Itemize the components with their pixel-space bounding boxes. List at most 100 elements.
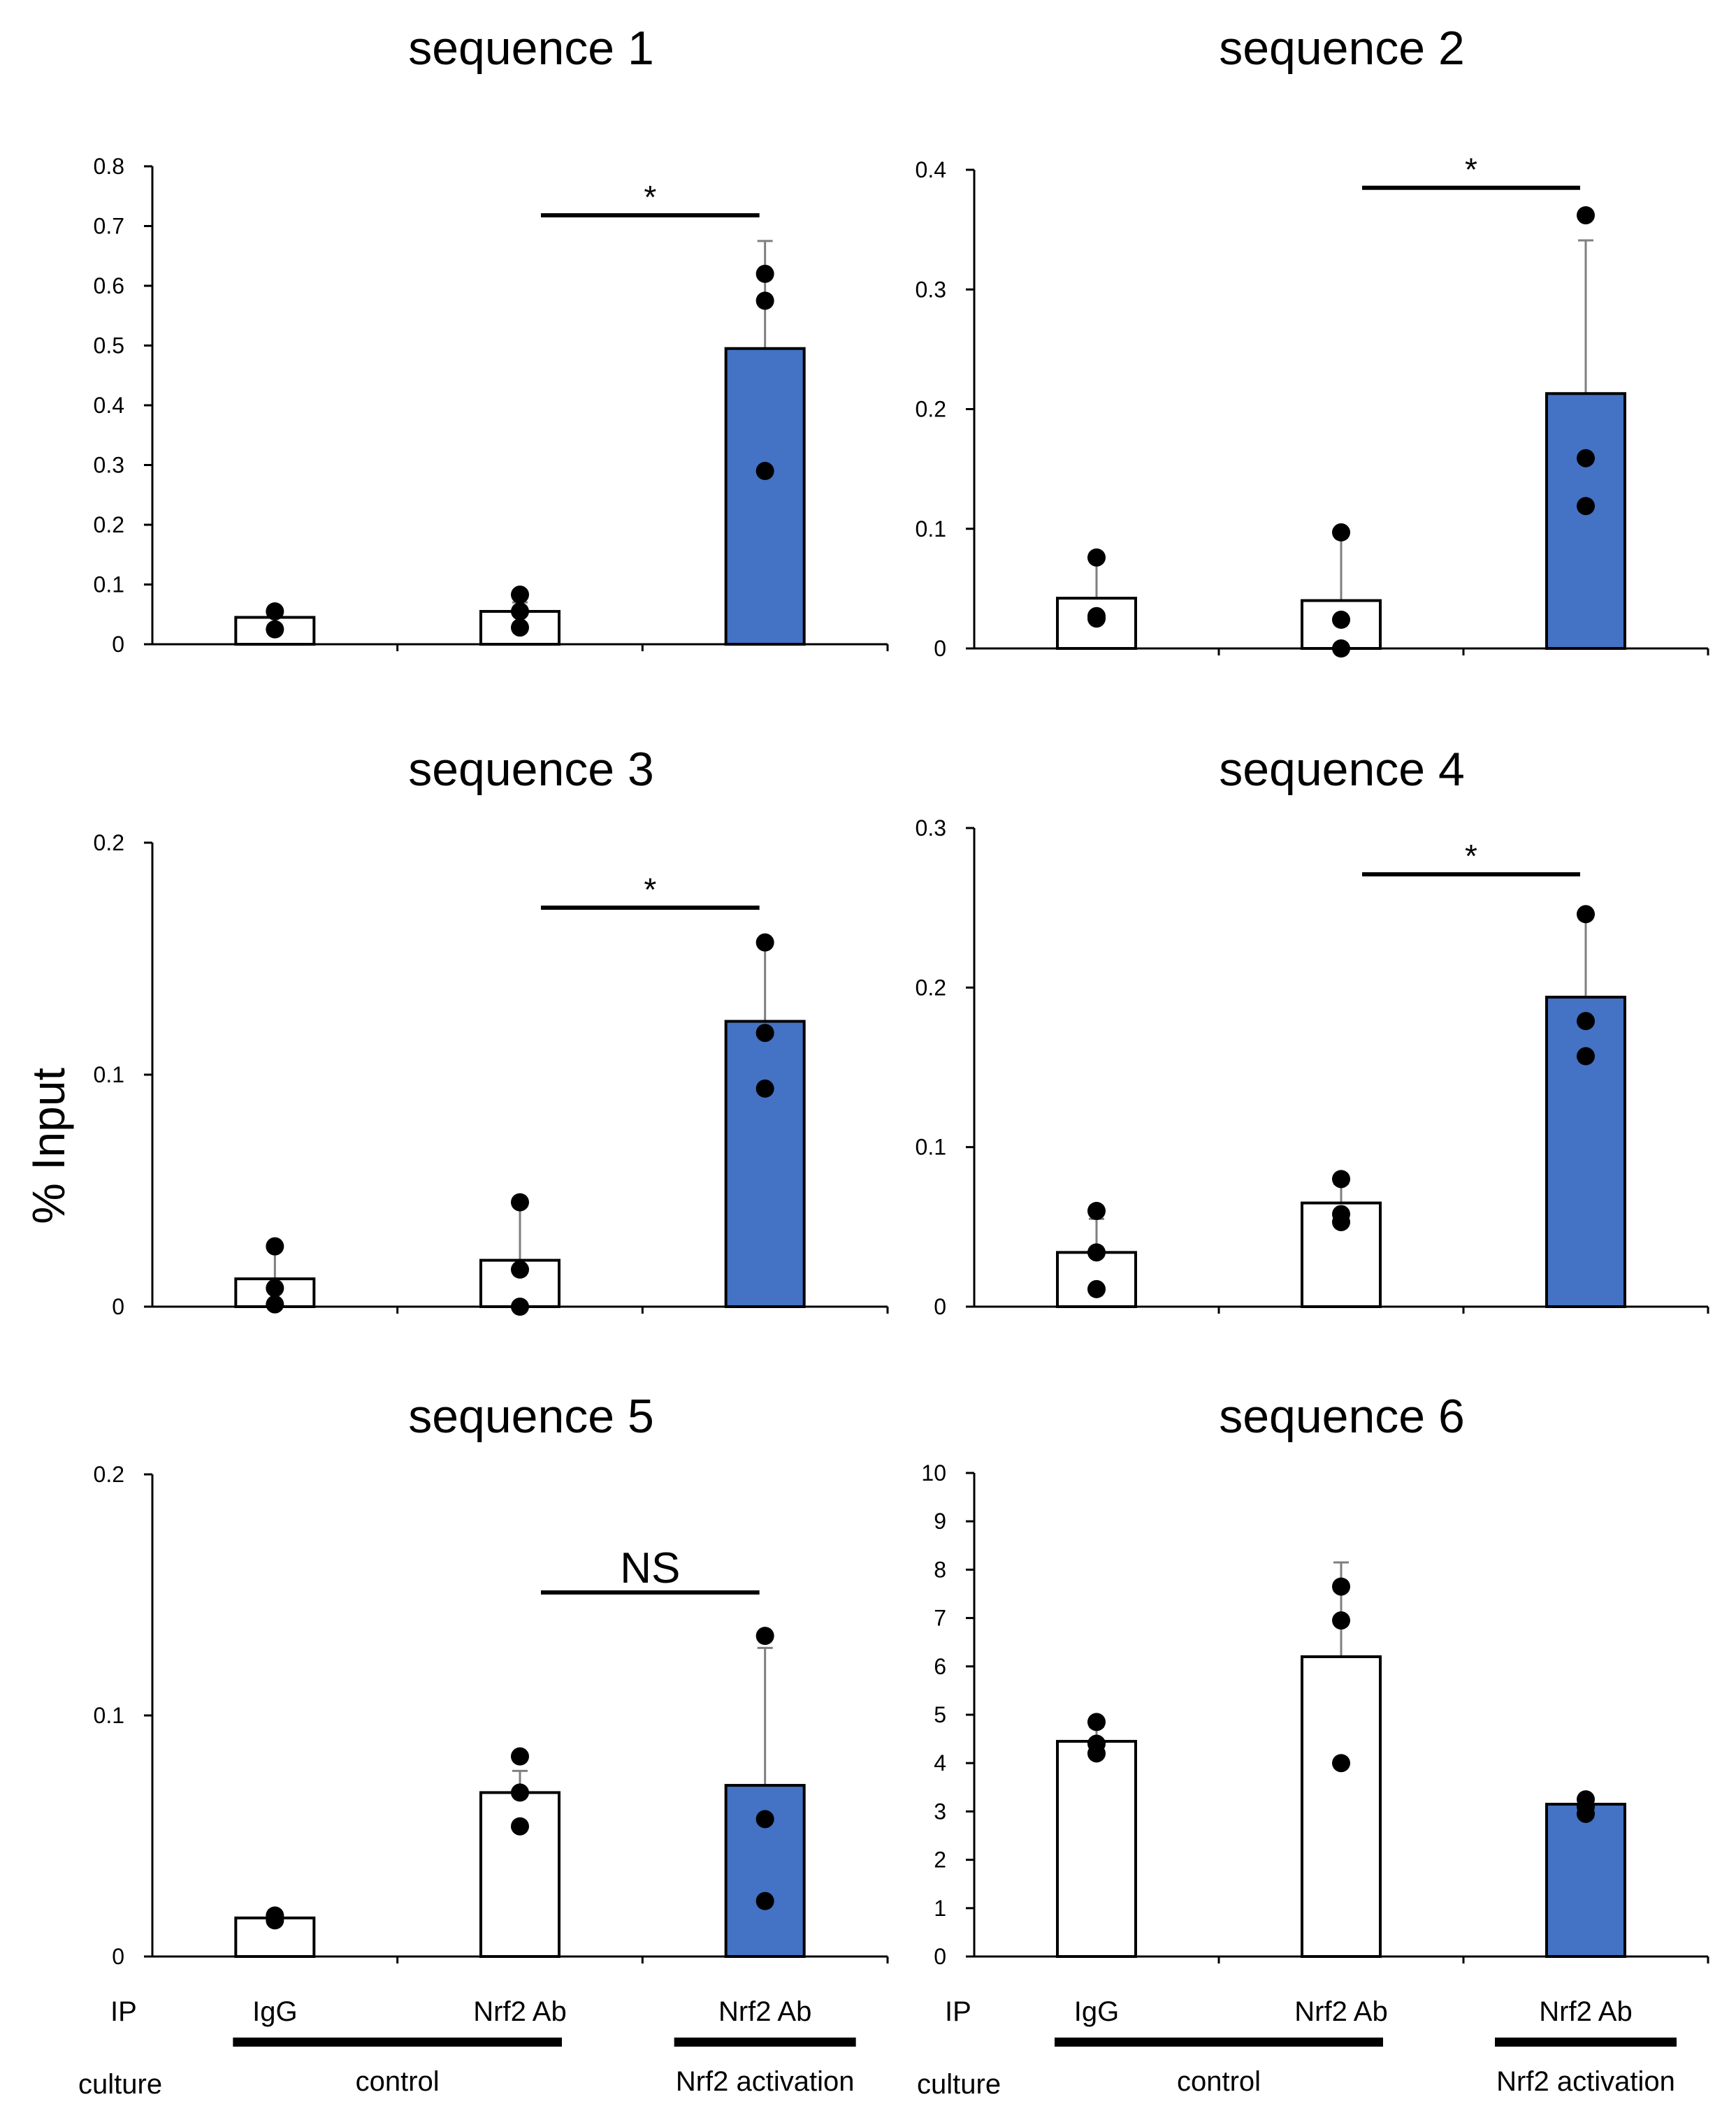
data-point (755, 462, 774, 481)
data-point (1577, 1047, 1595, 1066)
chart-title: sequence 4 (1219, 743, 1465, 796)
significance-label: * (1465, 152, 1477, 188)
y-tick-label: 0.1 (916, 516, 946, 542)
bar (1545, 392, 1626, 650)
chart-panel-3: sequence 3 0 0.1 0.2 * (94, 743, 889, 1319)
data-point (1332, 1754, 1350, 1773)
y-tick-label: 0.5 (94, 333, 124, 358)
data-point (755, 1627, 774, 1646)
group-bar-activation (674, 2038, 856, 2047)
data-point (755, 264, 774, 283)
data-point (1577, 449, 1595, 467)
ip-label: IP (110, 1996, 137, 2027)
data-point (266, 602, 284, 620)
data-point (1577, 206, 1595, 225)
data-point (1577, 1012, 1595, 1031)
y-tick-label: 0.7 (94, 214, 124, 239)
chart-panel-5: sequence 5 0 0.1 0.2 NS (94, 1390, 889, 1969)
group-label-activation: Nrf2 activation (1496, 2066, 1675, 2097)
y-axis-label: % Input (22, 1068, 74, 1224)
bar (1545, 1803, 1626, 1959)
data-point (1332, 1577, 1350, 1596)
y-tick-label: 0.1 (94, 572, 124, 597)
data-point (755, 1024, 774, 1043)
group-label-control: control (1177, 2066, 1261, 2097)
y-tick-label: 8 (934, 1557, 946, 1582)
chart-title: sequence 2 (1219, 22, 1465, 75)
data-point (1577, 497, 1595, 516)
chart-title: sequence 5 (408, 1390, 654, 1443)
y-tick-label: 0 (934, 636, 946, 661)
y-tick-label: 0.1 (94, 1703, 124, 1728)
data-point (1332, 523, 1350, 542)
chart-panel-6: sequence 6 0 1 2 3 4 5 6 7 8 9 10 (921, 1390, 1709, 1969)
data-point (266, 620, 284, 639)
data-point (1332, 1205, 1350, 1224)
category-label: IgG (1074, 1996, 1119, 2027)
y-tick-label: 6 (934, 1654, 946, 1679)
chart-panel-4: sequence 4 0 0.1 0.2 0.3 * (916, 743, 1709, 1319)
y-tick-label: 0.1 (94, 1062, 124, 1087)
category-label: IgG (252, 1996, 297, 2027)
significance-label: NS (620, 1544, 680, 1592)
significance-label: * (644, 871, 656, 908)
data-point (755, 1892, 774, 1910)
data-point (1332, 1170, 1350, 1189)
y-tick-label: 0 (934, 1944, 946, 1969)
data-point (511, 586, 529, 604)
y-tick-label: 0.4 (94, 393, 124, 418)
group-bar-activation (1495, 2038, 1677, 2047)
y-tick-label: 0.3 (94, 453, 124, 478)
y-tick-label: 1 (934, 1896, 946, 1921)
data-point (511, 1747, 529, 1766)
ip-label: IP (945, 1996, 971, 2027)
group-bar-control (233, 2038, 562, 2047)
y-tick-label: 0 (112, 632, 124, 657)
bar (479, 1791, 560, 1958)
bar (1056, 1740, 1137, 1959)
chart-panel-2: sequence 2 0 0.1 0.2 0.3 0.4 * (916, 22, 1709, 661)
culture-label: culture (78, 2069, 162, 2100)
y-tick-label: 0.3 (916, 815, 946, 841)
y-tick-label: 0 (112, 1944, 124, 1969)
y-tick-label: 0.4 (916, 157, 946, 182)
data-point (755, 933, 774, 952)
chart-panels: sequence 100.10.20.30.40.50.60.70.8*sequ… (94, 22, 1709, 1969)
category-label: Nrf2 Ab (718, 1996, 811, 2027)
culture-label: culture (917, 2069, 1001, 2100)
y-tick-label: 0.3 (916, 277, 946, 302)
data-point (266, 1279, 284, 1298)
footer-panel-2: IP culture IgG Nrf2 Ab Nrf2 Ab control Nrf2 ac… (917, 1996, 1677, 2100)
data-point (511, 602, 529, 620)
data-point (1087, 548, 1106, 567)
bar (1301, 1655, 1382, 1958)
bar (724, 347, 806, 646)
category-label: Nrf2 Ab (473, 1996, 566, 2027)
y-tick-label: 0.2 (916, 397, 946, 422)
data-point (1332, 639, 1350, 658)
footer-panel-1: IP culture IgG Nrf2 Ab Nrf2 Ab control Nrf2 ac… (78, 1996, 856, 2100)
y-tick-label: 0.1 (916, 1135, 946, 1160)
data-point (1087, 1713, 1106, 1732)
data-point (511, 1783, 529, 1802)
data-point (511, 618, 529, 637)
group-label-control: control (356, 2066, 440, 2097)
data-point (1577, 1790, 1595, 1809)
y-tick-label: 10 (921, 1460, 946, 1486)
y-tick-label: 0 (934, 1294, 946, 1319)
bar (1545, 996, 1626, 1308)
y-tick-label: 4 (934, 1750, 946, 1776)
y-tick-label: 0.2 (94, 1462, 124, 1487)
data-point (755, 1079, 774, 1098)
data-point (511, 1298, 529, 1316)
chart-title: sequence 1 (408, 22, 654, 75)
y-tick-label: 9 (934, 1509, 946, 1534)
data-point (1087, 1243, 1106, 1262)
data-point (755, 1810, 774, 1829)
y-tick-label: 0.6 (94, 273, 124, 298)
data-point (755, 291, 774, 310)
group-label-activation: Nrf2 activation (676, 2066, 855, 2097)
y-tick-label: 0.8 (94, 154, 124, 179)
y-tick-label: 2 (934, 1847, 946, 1873)
